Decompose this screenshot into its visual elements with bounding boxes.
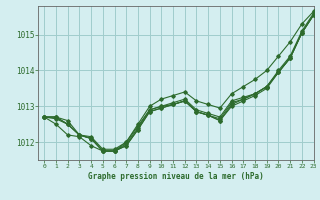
X-axis label: Graphe pression niveau de la mer (hPa): Graphe pression niveau de la mer (hPa): [88, 172, 264, 181]
